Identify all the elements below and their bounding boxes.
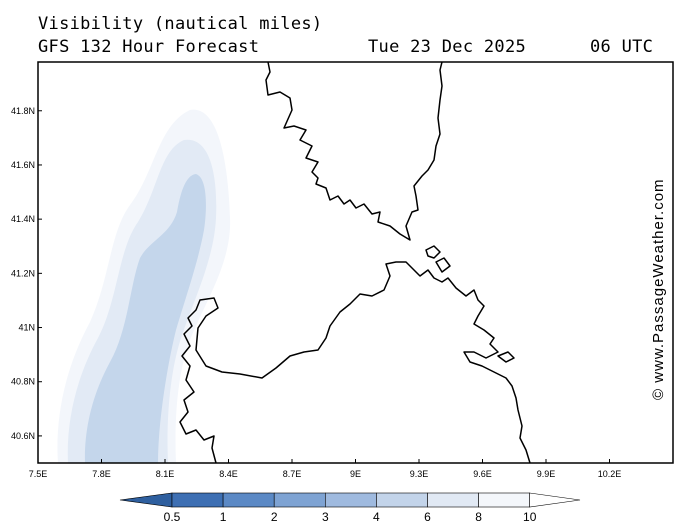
lon-tick-label: 7.5E	[29, 469, 48, 479]
colorbar-label: 0.5	[164, 510, 181, 524]
lon-tick-label: 9.3E	[410, 469, 429, 479]
colorbar-arrow-low	[119, 492, 173, 508]
lat-tick-label: 41.4N	[11, 214, 35, 224]
chart-title: Visibility (nautical miles)	[38, 14, 323, 34]
lon-tick-label: 9.9E	[537, 469, 556, 479]
colorbar-arrow-high	[529, 492, 581, 508]
lat-tick-label: 40.8N	[11, 377, 35, 387]
island-tavolara	[497, 351, 515, 363]
colorbar-label: 4	[373, 510, 380, 524]
lon-tick-label: 8.1E	[156, 469, 175, 479]
colorbar-segment	[273, 492, 326, 508]
lon-tick-label: 8.4E	[219, 469, 238, 479]
colorbar-segment	[427, 492, 479, 508]
colorbar-label: 3	[322, 510, 329, 524]
colorbar-segment	[324, 492, 377, 508]
colorbar-segment	[222, 492, 275, 508]
colorbar-label: 6	[424, 510, 431, 524]
forecast-date: Tue 23 Dec 2025	[368, 37, 527, 57]
lon-tick-label: 9E	[350, 469, 361, 479]
latitude-axis: 40.6N 40.8N 41N 41.2N 41.4N 41.6N 41.8N	[11, 106, 42, 441]
longitude-axis: 7.5E 7.8E 8.1E 8.4E 8.7E 9E 9.3E 9.6E 9.9E 10.2E	[29, 459, 622, 479]
credit-text: © www.PassageWeather.com	[650, 178, 667, 400]
lat-tick-label: 41.6N	[11, 160, 35, 170]
island-caprera	[435, 257, 451, 273]
lat-tick-label: 41N	[18, 323, 35, 333]
corsica-coastline	[265, 61, 443, 241]
visibility-shading	[57, 109, 231, 464]
colorbar-label: 2	[271, 510, 278, 524]
lon-tick-label: 10.2E	[598, 469, 622, 479]
colorbar: 0.5 1 2 3 4 6 8 10	[119, 492, 581, 524]
forecast-time: 06 UTC	[590, 37, 654, 57]
colorbar-label: 8	[475, 510, 482, 524]
model-label: GFS 132 Hour Forecast	[38, 37, 260, 57]
lat-tick-label: 41.8N	[11, 106, 35, 116]
colorbar-label: 10	[523, 510, 537, 524]
colorbar-segment	[376, 492, 428, 508]
colorbar-segment	[478, 492, 531, 508]
lat-tick-label: 41.2N	[11, 268, 35, 278]
visibility-zone-inner	[84, 174, 206, 463]
lat-tick-label: 40.6N	[11, 431, 35, 441]
colorbar-label: 1	[220, 510, 227, 524]
lon-tick-label: 7.8E	[92, 469, 111, 479]
coastline	[179, 61, 531, 464]
island-maddalena	[425, 245, 441, 259]
colorbar-segment	[171, 492, 224, 508]
sardinia-coastline	[179, 261, 531, 464]
lon-tick-label: 9.6E	[473, 469, 492, 479]
lon-tick-label: 8.7E	[283, 469, 302, 479]
